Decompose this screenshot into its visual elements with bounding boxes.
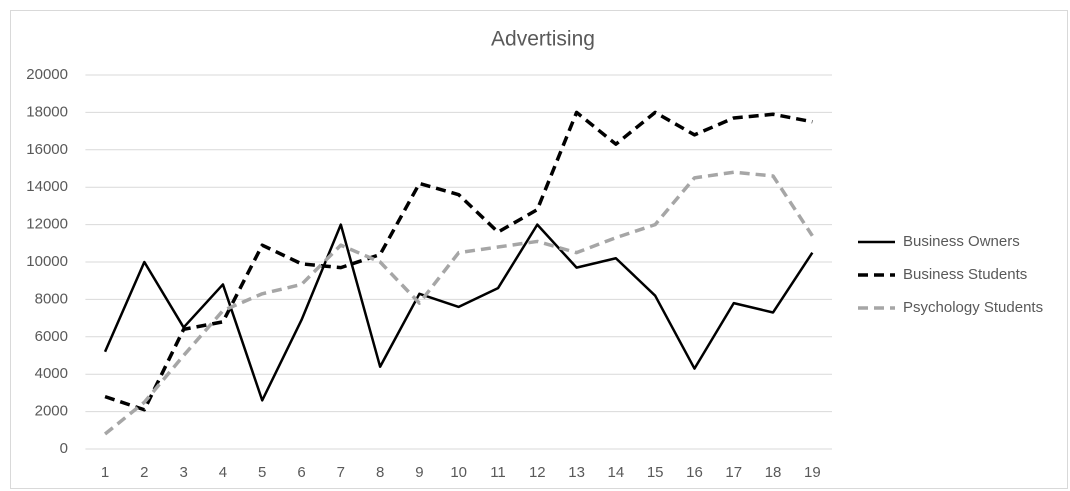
x-tick-label: 1	[101, 464, 109, 481]
y-tick-label: 2000	[35, 403, 68, 420]
y-tick-label: 20000	[26, 66, 68, 83]
chart-title: Advertising	[491, 28, 595, 51]
y-tick-label: 14000	[26, 178, 68, 195]
legend-label: Psychology Students	[903, 299, 1043, 316]
x-tick-label: 11	[490, 464, 506, 481]
x-tick-label: 6	[297, 464, 305, 481]
series-line	[103, 223, 814, 402]
y-tick-label: 6000	[35, 328, 68, 345]
legend-label: Business Students	[903, 266, 1027, 283]
x-tick-label: 12	[529, 464, 546, 481]
y-tick-label: 16000	[26, 141, 68, 158]
x-tick-label: 3	[179, 464, 187, 481]
y-tick-label: 8000	[35, 290, 68, 307]
x-tick-label: 15	[647, 464, 664, 481]
y-tick-label: 0	[60, 440, 68, 457]
x-tick-label: 5	[258, 464, 266, 481]
x-tick-label: 10	[450, 464, 467, 481]
x-tick-label: 4	[219, 464, 227, 481]
x-tick-label: 9	[415, 464, 423, 481]
x-tick-label: 17	[725, 464, 742, 481]
series-line	[103, 170, 814, 436]
legend-label: Business Owners	[903, 233, 1020, 250]
x-tick-label: 13	[568, 464, 585, 481]
x-tick-label: 18	[765, 464, 782, 481]
y-tick-label: 10000	[26, 253, 68, 270]
series-line	[104, 110, 813, 412]
y-tick-label: 4000	[35, 365, 68, 382]
chart-frame	[10, 10, 1068, 489]
x-tick-label: 7	[337, 464, 345, 481]
x-tick-label: 19	[804, 464, 821, 481]
x-tick-label: 2	[140, 464, 148, 481]
x-tick-label: 16	[686, 464, 703, 481]
x-tick-label: 14	[608, 464, 625, 481]
x-tick-label: 8	[376, 464, 384, 481]
y-tick-label: 18000	[26, 103, 68, 120]
y-tick-label: 12000	[26, 216, 68, 233]
